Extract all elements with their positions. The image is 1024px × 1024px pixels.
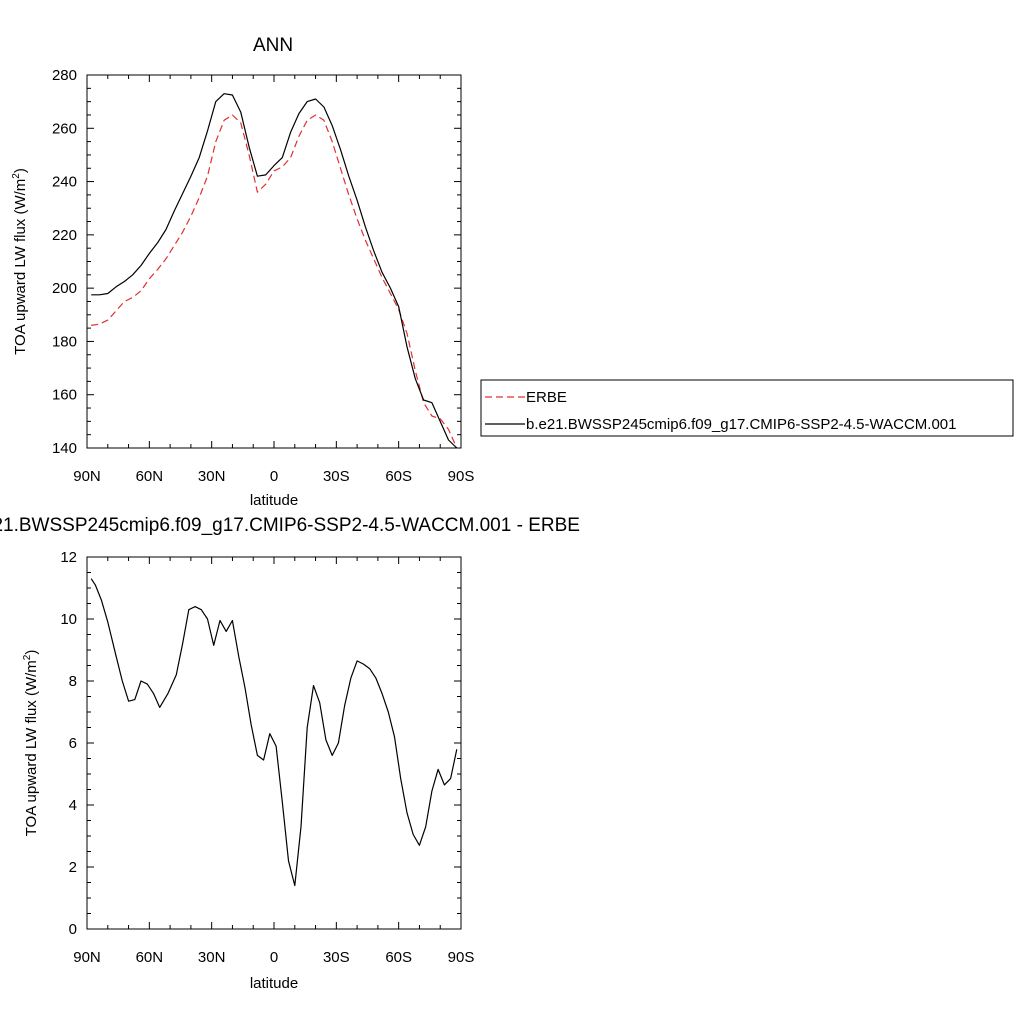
chart-title: ANN (253, 35, 293, 56)
y-axis-label-main: TOA upward LW flux (W/m (23, 660, 40, 836)
series-line-model (91, 93, 458, 449)
y-tick-label: 2 (69, 859, 77, 876)
legend-box (480, 379, 1014, 437)
y-axis-label-superscript: 2 (22, 654, 33, 660)
x-tick-label: 30N (198, 949, 226, 966)
x-tick-label: 30S (323, 468, 350, 485)
legend-label-erbe: ERBE (526, 389, 567, 406)
x-tick-label: 60N (136, 949, 164, 966)
y-tick-label: 10 (60, 611, 77, 628)
y-axis-label-superscript: 2 (11, 173, 22, 179)
x-tick-label: 0 (270, 468, 278, 485)
x-tick-label: 90S (448, 949, 475, 966)
legend-label-model: b.e21.BWSSP245cmip6.f09_g17.CMIP6-SSP2-4… (526, 416, 956, 433)
y-tick-label: 180 (52, 333, 77, 350)
x-tick-label: 90N (73, 468, 101, 485)
y-tick-label: 160 (52, 387, 77, 404)
x-tick-label: 60S (385, 949, 412, 966)
x-tick-label: 90N (73, 949, 101, 966)
x-tick-label: 90S (448, 468, 475, 485)
chart-title: b.e21.BWSSP245cmip6.f09_g17.CMIP6-SSP2-4… (0, 515, 580, 536)
y-tick-label: 260 (52, 120, 77, 137)
series-line-difference (90, 578, 458, 887)
series-line-erbe (91, 114, 458, 449)
y-axis-label: TOA upward LW flux (W/m2) (11, 168, 29, 355)
x-tick-label: 30N (198, 468, 226, 485)
y-tick-label: 200 (52, 280, 77, 297)
y-tick-label: 4 (69, 797, 77, 814)
y-tick-label: 8 (69, 673, 77, 690)
legend: ERBE b.e21.BWSSP245cmip6.f09_g17.CMIP6-SS… (480, 379, 1014, 437)
x-tick-label: 30S (323, 949, 350, 966)
y-tick-label: 240 (52, 174, 77, 191)
y-tick-label: 6 (69, 735, 77, 752)
y-tick-label: 12 (60, 549, 77, 566)
y-tick-label: 220 (52, 227, 77, 244)
x-tick-label: 0 (270, 949, 278, 966)
y-tick-label: 140 (52, 440, 77, 457)
chart-panel-2: b.e21.BWSSP245cmip6.f09_g17.CMIP6-SSP2-4… (0, 515, 580, 992)
y-axis-label-main: TOA upward LW flux (W/m (12, 179, 29, 355)
x-axis-label: latitude (250, 975, 298, 992)
y-axis-label-close: ) (12, 168, 29, 173)
y-tick-label: 280 (52, 67, 77, 84)
y-tick-label: 0 (69, 921, 77, 938)
x-tick-label: 60N (136, 468, 164, 485)
x-tick-label: 60S (385, 468, 412, 485)
y-axis-label: TOA upward LW flux (W/m2) (22, 650, 40, 837)
chart-panel-1: ANN 140 160 180 200 220 240 260 280 90N 60N 30N 0 30S… (11, 35, 474, 509)
y-axis-label-close: ) (23, 650, 40, 655)
x-axis-label: latitude (250, 492, 298, 509)
